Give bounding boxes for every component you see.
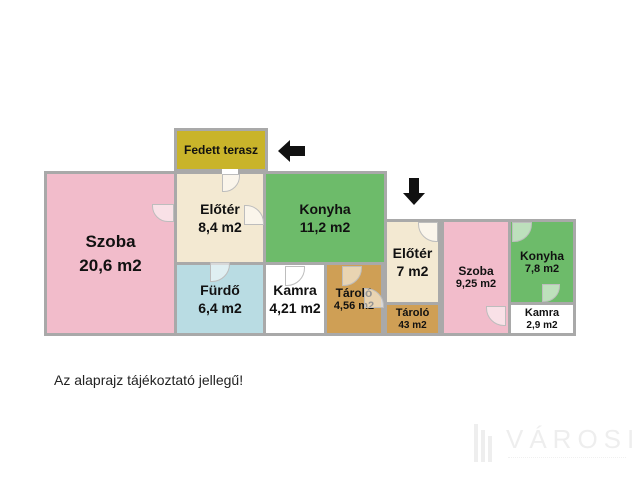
room-area: 2,9 m2 — [526, 319, 558, 331]
logo-text: VÁROSI — [506, 424, 640, 454]
room-name: Előtér — [392, 245, 433, 261]
room-area: 4,21 m2 — [269, 300, 321, 316]
room-name: Tároló — [335, 285, 373, 300]
floor-plan: Fedett terasz Szoba 20,6 m2 Előtér 8,4 m… — [44, 128, 576, 336]
room-name: Előtér — [200, 201, 240, 217]
room-name: Fedett terasz — [183, 143, 259, 157]
arrow-left-icon — [278, 140, 305, 162]
company-logo: VÁROSI — [462, 420, 634, 468]
building-icon — [474, 424, 492, 462]
room-name: Kamra — [524, 306, 560, 319]
door-opening — [222, 169, 238, 174]
room-szoba-1: Szoba 20,6 m2 — [44, 171, 177, 336]
room-name: Fürdő — [200, 282, 240, 298]
room-name: Konyha — [299, 201, 351, 217]
room-tarolo-2: Tároló 43 m2 — [384, 302, 441, 336]
room-area: 6,4 m2 — [198, 300, 242, 316]
room-area: 7,8 m2 — [524, 262, 560, 275]
logo-tagline — [508, 457, 626, 461]
room-area: 8,4 m2 — [198, 219, 242, 235]
room-name: Szoba — [458, 264, 494, 278]
room-area: 43 m2 — [398, 319, 427, 331]
room-konyha-1: Konyha 11,2 m2 — [263, 171, 387, 265]
room-name: Konyha — [519, 248, 564, 263]
room-area: 20,6 m2 — [79, 255, 142, 275]
room-name: Tároló — [395, 306, 430, 319]
room-name: Kamra — [273, 282, 317, 298]
room-area: 7 m2 — [396, 263, 429, 279]
room-area: 11,2 m2 — [299, 219, 351, 235]
arrow-down-icon — [403, 178, 425, 205]
room-area: 9,25 m2 — [455, 278, 497, 290]
room-name: Szoba — [85, 231, 136, 251]
room-kamra-2: Kamra 2,9 m2 — [508, 302, 576, 336]
room-fedett-terasz: Fedett terasz — [174, 128, 268, 172]
disclaimer-note: Az alaprajz tájékoztató jellegű! — [54, 372, 244, 388]
